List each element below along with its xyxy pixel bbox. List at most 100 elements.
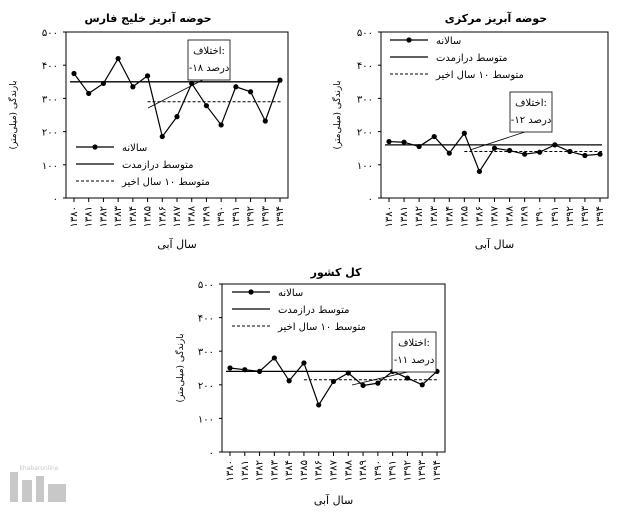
x-axis-label: سال آبی [314,493,353,507]
annual-data-point [330,378,337,385]
annual-data-point [277,77,283,83]
x-tick-label: ۱۳۸۶ [314,460,325,481]
annual-data-point [446,150,452,156]
x-tick-label: ۱۳۸۷ [329,459,340,481]
x-tick-label: ۱۳۹۱ [388,460,399,481]
annual-data-point [476,168,483,175]
annual-data-point [345,370,351,376]
x-tick-label: ۱۳۸۲ [255,460,266,481]
y-tick-label: ۰ [209,448,214,459]
x-tick-label: ۱۳۸۳ [269,459,280,481]
x-tick-label: ۱۳۹۳ [417,459,428,481]
annual-data-point [271,355,277,361]
x-tick-label: ۱۳۸۵ [299,460,310,481]
annual-data-point [375,380,381,386]
x-tick-label: ۱۳۹۰ [216,206,227,227]
annual-data-point [115,55,121,62]
annual-data-point [401,139,407,145]
x-tick-label: ۱۳۸۸ [505,205,516,227]
annotation-value: -۱۱ درصد [394,355,435,366]
legend-ten-year-label: متوسط ۱۰ سال اخیر [277,322,366,333]
chart-panel-3: کل کشور ۰ ۱۰۰ ۲۰۰ ۳۰۰ ۴۰۰ ۵۰۰ بارندگی (میلی‌متر… [174,266,446,507]
annotation-title: اختلاف: [515,98,547,109]
x-tick-label: ۱۳۹۲ [246,206,257,227]
annual-data-point [360,382,366,389]
annotation-box [187,39,231,81]
x-tick-label: ۱۳۹۱ [231,206,242,227]
x-tick-label: ۱۳۸۲ [414,206,425,227]
annual-data-point [431,133,437,140]
annual-data-point [552,142,558,148]
y-tick-label: ۱۰۰ [357,161,373,172]
annual-data-point [218,122,224,128]
y-tick-label: ۵۰۰ [42,28,58,39]
watermark-logo: khabaronline [10,465,66,502]
chart-panel-1: حوضه آبریز خلیج فارس ۰ ۱۰۰ ۲۰۰ ۳۰۰ ۴۰۰ ۵۰۰ بارن… [7,11,289,251]
chart-title: حوضه آبریز خلیج فارس [84,11,211,25]
x-tick-label: ۱۳۹۴ [595,206,606,227]
annual-data-point [256,368,263,374]
y-tick-label: ۴۰۰ [42,61,58,72]
annual-data-point [491,145,498,151]
annual-data-point [386,138,392,145]
x-tick-label: ۱۳۸۱ [240,460,251,481]
x-tick-label: ۱۳۸۸ [187,205,198,227]
chart-title: کل کشور [310,266,362,279]
annotation-pointer [469,131,525,151]
annotation-box [509,91,553,133]
y-tick-label: ۳۰۰ [42,94,58,105]
annotation-value: -۱۸ درصد [189,63,230,74]
y-tick-label: ۳۰۰ [198,347,214,358]
y-tick-label: ۴۰۰ [198,314,214,325]
annual-data-point [174,114,180,120]
x-tick-label: ۱۳۹۳ [260,205,271,227]
annotation-title: اختلاف: [398,338,430,349]
x-tick-label: ۱۳۸۹ [201,206,212,227]
x-tick-label: ۱۳۹۴ [432,460,443,481]
legend-annual-label: سالانه [278,288,303,299]
y-tick-label: ۰ [53,194,58,205]
legend: سالانه متوسط درازمدت متوسط ۱۰ سال اخیر [390,36,524,81]
y-tick-label: ۵۰۰ [198,280,214,291]
x-tick-label: ۱۳۸۵ [459,206,470,227]
y-tick-label: ۳۰۰ [357,94,373,105]
x-tick-label: ۱۳۹۲ [402,460,413,481]
annual-data-point [247,89,254,95]
y-tick-label: ۱۰۰ [198,414,214,425]
annual-data-point [416,143,422,150]
legend-annual-label: سالانه [122,143,147,154]
annotation-pointer [351,371,408,386]
y-tick-label: ۵۰۰ [357,28,373,39]
x-tick-label: ۱۳۸۰ [225,460,236,481]
annual-data-point [404,375,411,381]
annual-data-point [301,360,307,366]
y-tick-label: ۱۰۰ [42,161,58,172]
legend-long-term-label: متوسط درازمدت [122,160,194,171]
x-tick-label: ۱۳۸۲ [98,206,109,227]
legend-ten-year-label: متوسط ۱۰ سال اخیر [121,177,210,188]
annotation-value: -۱۲ درصد [511,115,552,126]
x-tick-label: ۱۳۹۰ [535,206,546,227]
annual-data-point [159,133,165,140]
annual-data-point [233,84,239,90]
annual-data-point [203,103,210,109]
legend: سالانه متوسط درازمدت متوسط ۱۰ سال اخیر [76,143,210,188]
annual-data-point [242,367,248,373]
y-tick-label: ۰ [368,194,373,205]
annual-data-point [316,402,322,408]
x-tick-label: ۱۳۸۱ [399,206,410,227]
annotation-box [391,331,437,373]
legend-long-term-label: متوسط درازمدت [278,305,350,316]
annual-data-point [262,118,268,124]
svg-text:khabaronline: khabaronline [19,465,58,472]
y-tick-label: ۲۰۰ [42,128,58,139]
y-tick-label: ۲۰۰ [357,128,373,139]
x-tick-label: ۱۳۸۰ [69,206,80,227]
legend-annual-marker [92,144,98,150]
annual-data-point [522,151,528,157]
y-tick-label: ۴۰۰ [357,61,373,72]
annual-data-point [71,70,77,77]
chart-title: حوضه آبریز مرکزی [445,11,547,25]
x-tick-label: ۱۳۸۶ [157,206,168,227]
x-tick-label: ۱۳۸۹ [520,206,531,227]
